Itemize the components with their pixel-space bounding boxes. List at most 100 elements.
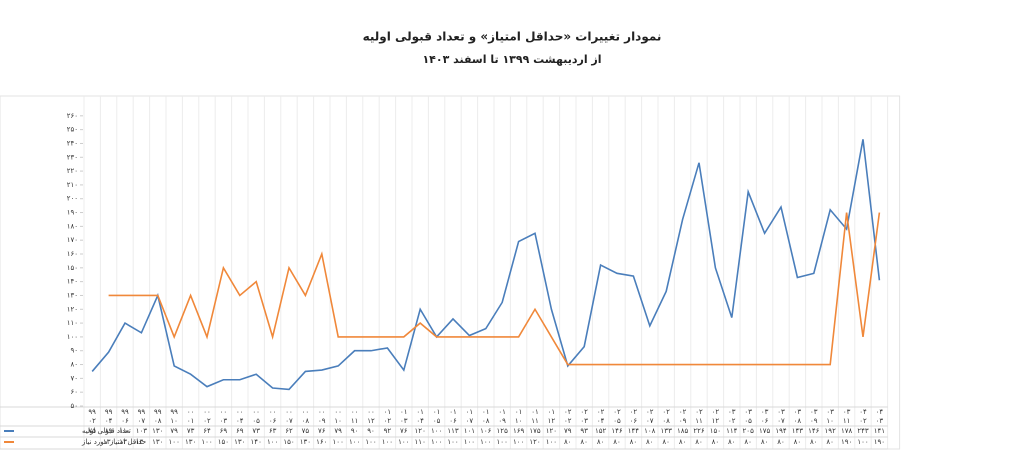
table-value: ۱۳۰	[103, 438, 114, 446]
x-month-label: ۰۳	[400, 417, 408, 425]
table-value: ۱۶۰	[316, 438, 327, 446]
x-month-label: ۰۷	[777, 417, 785, 425]
x-year-label: ۰۳	[761, 408, 769, 416]
x-month-label: ۰۲	[564, 417, 572, 425]
x-month-label: ۰۸	[302, 417, 310, 425]
table-value: ۱۴۶	[611, 427, 623, 435]
table-value: ۸۰	[613, 438, 621, 446]
table-value: ۸۰	[712, 438, 720, 446]
x-month-label: ۰۲	[859, 417, 867, 425]
table-value: ۱۰۰	[546, 438, 557, 446]
x-year-label: ۰۱	[515, 408, 523, 416]
y-tick-label: ۷۰	[70, 374, 78, 382]
x-year-label: ۰۲	[712, 408, 720, 416]
x-year-label: ۰۲	[630, 408, 638, 416]
x-month-label: ۰۶	[761, 417, 769, 425]
table-value: ۱۰۰	[431, 427, 442, 435]
legend-label: تعداد قبولی اولیه	[82, 427, 131, 435]
table-value: ۱۰۸	[644, 427, 656, 435]
x-month-label: ۱۰	[826, 417, 834, 425]
x-month-label: ۱۰	[515, 417, 523, 425]
table-value: ۸۰	[744, 438, 752, 446]
x-year-label: ۹۹	[170, 408, 178, 416]
x-month-label: ۰۸	[662, 417, 670, 425]
table-value: ۱۰۰	[365, 438, 376, 446]
x-year-label: ۰۰	[203, 408, 211, 416]
table-value: ۱۵۲	[595, 427, 607, 435]
table-value: ۷۵	[88, 427, 96, 435]
x-month-label: ۱۲	[548, 417, 556, 425]
x-month-label: ۰۶	[630, 417, 638, 425]
table-value: ۱۰۰	[398, 438, 409, 446]
x-month-label: ۰۳	[876, 417, 884, 425]
x-month-label: ۱۰	[170, 417, 178, 425]
table-value: ۷۹	[564, 427, 572, 435]
table-value: ۷۳	[187, 427, 195, 435]
y-tick-label: ۲۰۰	[67, 195, 78, 203]
x-month-label: ۰۹	[679, 417, 687, 425]
x-year-label: ۰۰	[187, 408, 195, 416]
table-value: ۸۰	[564, 438, 572, 446]
y-tick-label: ۱۱۰	[67, 319, 78, 327]
table-value: ۱۰۰	[349, 438, 360, 446]
table-value: ۶۲	[285, 427, 293, 435]
x-month-label: ۰۶	[269, 417, 277, 425]
y-tick-label: ۱۲۰	[67, 305, 78, 313]
table-value: ۸۰	[580, 438, 588, 446]
x-year-label: ۰۲	[662, 408, 670, 416]
x-year-label: ۰۰	[318, 408, 326, 416]
table-value: ۱۰۰	[464, 438, 475, 446]
table-value: ۱۴۴	[628, 427, 640, 435]
table-value: ۱۷۵	[529, 427, 541, 435]
x-year-label: ۹۹	[88, 408, 96, 416]
x-year-label: ۰۳	[777, 408, 785, 416]
x-year-label: ۰۳	[744, 408, 752, 416]
x-month-label: ۰۷	[466, 417, 474, 425]
y-tick-label: ۲۴۰	[67, 139, 78, 147]
x-year-label: ۰۲	[695, 408, 703, 416]
table-value: ۹۲	[384, 427, 392, 435]
table-value: ۱۹۰	[841, 438, 852, 446]
table-value: ۱۹۰	[874, 438, 885, 446]
table-value: ۱۳۰	[152, 427, 163, 435]
table-value: ۱۱۳	[447, 427, 459, 435]
table-value: ۱۰۰	[857, 438, 868, 446]
x-year-label: ۰۰	[252, 408, 260, 416]
series-line	[91, 139, 881, 391]
chart-subtitle: از اردیبهشت ۱۳۹۹ تا اسفند ۱۴۰۳	[422, 53, 601, 66]
table-value: ۱۲۰	[546, 427, 557, 435]
x-month-label: ۰۵	[433, 417, 441, 425]
table-value: ۱۰۰	[267, 438, 278, 446]
y-tick-label: ۱۹۰	[67, 209, 78, 217]
table-value: ۱۰۶	[480, 427, 492, 435]
table-value: ۸۰	[695, 438, 703, 446]
x-year-label: ۹۹	[154, 408, 162, 416]
table-value: ۸۰	[728, 438, 736, 446]
x-year-label: ۰۱	[498, 408, 506, 416]
x-year-label: ۰۲	[597, 408, 605, 416]
table-value: ۱۰۰	[431, 438, 442, 446]
y-tick-label: ۲۶۰	[67, 112, 78, 120]
table-value: ۱۰۳	[136, 427, 148, 435]
table-value: ۷۹	[334, 427, 342, 435]
x-month-label: ۱۱	[695, 417, 703, 425]
x-month-label: ۰۳	[580, 417, 588, 425]
table-value: ۷۶	[318, 427, 326, 435]
table-value: ۱۳۳	[661, 427, 673, 435]
x-year-label: ۰۱	[384, 408, 392, 416]
x-month-label: ۰۴	[416, 417, 424, 425]
x-month-label: ۰۵	[744, 417, 752, 425]
y-tick-label: ۱۸۰	[67, 222, 78, 230]
table-value: ۱۱۰	[119, 427, 130, 435]
table-value: ۱۳۰	[300, 438, 311, 446]
x-year-label: ۰۱	[531, 408, 539, 416]
table-value: ۱۲۰	[415, 427, 426, 435]
table-value: ۷۹	[170, 427, 178, 435]
x-month-label: ۰۸	[154, 417, 162, 425]
x-month-label: ۱۱	[351, 417, 359, 425]
plot-frame	[0, 95, 901, 450]
table-value: ۱۴۱	[874, 427, 885, 435]
y-tick-label: ۲۲۰	[67, 167, 78, 175]
table-value: ۱۰۰	[497, 438, 508, 446]
